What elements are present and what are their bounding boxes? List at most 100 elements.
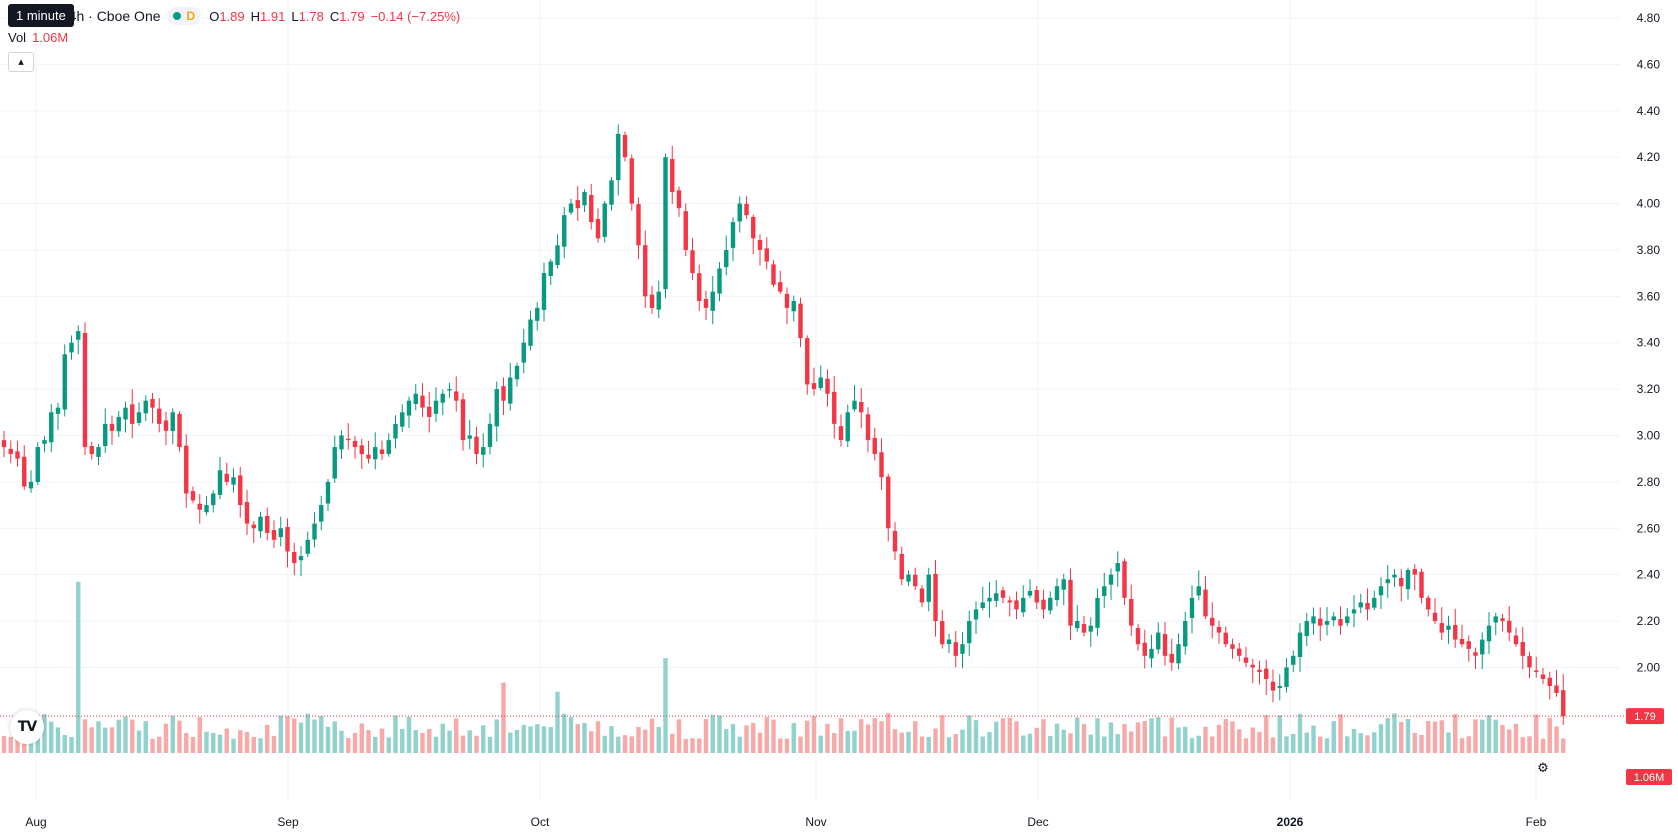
candle-body — [157, 408, 162, 424]
volume-bar — [994, 721, 999, 753]
volume-bar — [170, 715, 175, 753]
volume-bar — [987, 732, 992, 753]
candle-body — [1547, 677, 1552, 686]
candle-body — [359, 445, 364, 455]
candle-body — [454, 391, 459, 401]
candle-body — [265, 515, 270, 533]
volume-bar — [555, 691, 560, 753]
volume-bar — [1358, 733, 1363, 753]
volume-bar — [609, 726, 614, 753]
candle-body — [312, 523, 317, 540]
candle-body — [1230, 644, 1235, 649]
volume-bar — [757, 732, 763, 753]
candle-body — [1351, 609, 1357, 614]
low-value: L1.78 — [291, 8, 324, 24]
candle-body — [1075, 621, 1080, 629]
volume-bar — [953, 733, 958, 753]
candle-body — [406, 400, 412, 416]
volume-bar — [1453, 714, 1458, 753]
candle-body — [663, 157, 668, 290]
candle-body — [1466, 641, 1471, 649]
volume-bar — [1486, 715, 1492, 753]
candle-body — [670, 159, 675, 192]
price-tick-label: 3.80 — [1637, 243, 1661, 257]
candle-body — [1000, 590, 1006, 598]
volume-bar — [521, 724, 526, 753]
volume-bar — [1513, 723, 1519, 753]
volume-bar — [82, 719, 88, 753]
volume-bar — [582, 722, 587, 753]
candle-body — [744, 203, 749, 216]
candle-body — [710, 291, 715, 311]
candle-body — [474, 436, 479, 455]
candle-body — [8, 448, 13, 455]
volume-bar — [1561, 738, 1566, 753]
volume-bar — [737, 736, 742, 753]
candle-body — [1068, 579, 1073, 626]
volume-bar — [204, 731, 209, 753]
volume-bar — [1324, 738, 1330, 753]
volume-bar — [535, 724, 540, 753]
candle-body — [1331, 616, 1336, 621]
volume-bar — [1264, 715, 1269, 753]
candle-body — [717, 268, 722, 294]
volume-bar — [1554, 726, 1559, 753]
volume-bar — [454, 718, 459, 753]
candle-body — [1500, 618, 1505, 622]
volume-bar — [190, 736, 196, 753]
volume-bar — [386, 737, 391, 753]
volume-bar — [724, 729, 729, 753]
candle-body — [1115, 563, 1120, 572]
volume-bar — [1372, 732, 1377, 753]
tradingview-logo-icon[interactable]: TV — [10, 710, 44, 744]
candle-body — [514, 365, 520, 380]
volume-bar — [15, 731, 20, 753]
candle-body — [481, 447, 486, 455]
candle-body — [940, 621, 945, 645]
volume-bar — [1115, 734, 1120, 753]
volume-bar — [332, 721, 337, 753]
candle-body — [1318, 618, 1323, 626]
volume-bar — [494, 719, 499, 753]
volume-bar — [69, 736, 74, 753]
market-status-icon — [172, 12, 181, 20]
volume-bar — [150, 738, 155, 753]
candle-body — [298, 556, 304, 561]
status-indicators[interactable]: D — [166, 7, 202, 25]
candle-body — [352, 440, 358, 448]
volume-bar — [1540, 738, 1546, 753]
candle-body — [1135, 628, 1141, 645]
volume-bar — [474, 735, 479, 753]
candle-body — [1122, 561, 1127, 598]
volume-bar — [1439, 720, 1444, 753]
volume-bar — [1378, 724, 1384, 753]
volume-bar — [683, 738, 688, 753]
candle-body — [332, 447, 337, 479]
candle-body — [1311, 616, 1316, 624]
candle-body — [1291, 655, 1296, 665]
volume-bar — [1237, 729, 1242, 753]
volume-legend: Vol 1.06M — [8, 30, 68, 45]
collapse-legend-button[interactable]: ▴ — [8, 52, 34, 72]
candle-body — [217, 470, 223, 495]
volume-bar — [771, 719, 776, 753]
volume-bar — [123, 716, 128, 753]
gear-icon[interactable]: ⚙ — [1537, 760, 1549, 775]
price-tick-label: 4.40 — [1637, 104, 1661, 118]
price-tick-label: 4.00 — [1637, 197, 1661, 211]
candle-body — [643, 245, 648, 297]
volume-bar — [406, 716, 412, 753]
volume-bar — [96, 721, 101, 753]
candle-body — [1561, 690, 1566, 717]
volume-bar — [838, 718, 844, 753]
volume-bar — [562, 714, 567, 753]
volume-bar — [1243, 738, 1249, 753]
volume-bar — [55, 727, 61, 753]
volume-bar — [109, 727, 115, 753]
volume-bar — [1291, 733, 1296, 753]
candle-body — [1540, 674, 1546, 680]
volume-bar — [1405, 718, 1411, 753]
candle-body — [136, 412, 142, 423]
volume-bar — [1527, 736, 1532, 753]
